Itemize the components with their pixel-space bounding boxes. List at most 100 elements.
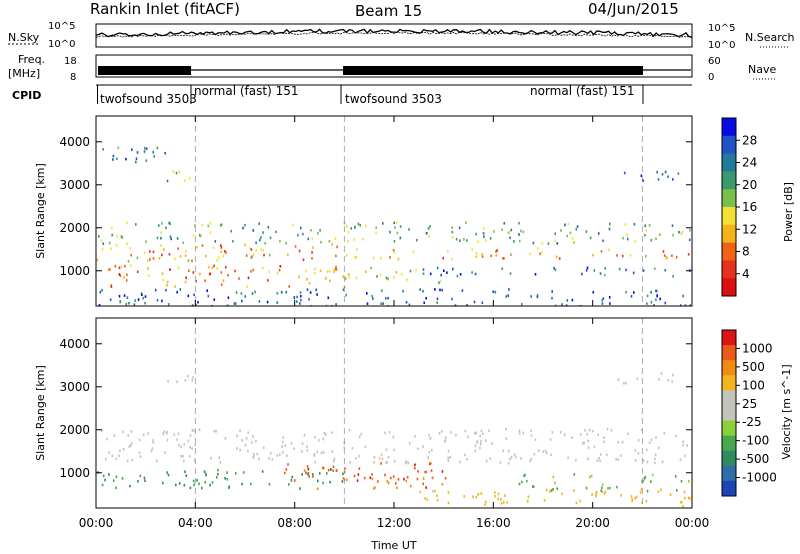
velocity-cell: [683, 490, 686, 494]
velocity-cell: [301, 473, 303, 476]
power-cell: [163, 248, 165, 251]
velocity-cell: [147, 432, 149, 435]
velocity-cell: [191, 429, 194, 432]
velocity-cell: [675, 434, 677, 438]
date-title: 04/Jun/2015: [588, 0, 679, 18]
power-cell: [176, 290, 178, 294]
power-cell: [466, 304, 468, 306]
velocity-cell: [436, 494, 438, 497]
power-cell: [333, 270, 335, 273]
power-cell: [379, 273, 382, 277]
velocity-cell: [131, 458, 133, 462]
velocity-cell: [198, 428, 201, 431]
power-cell: [160, 231, 162, 234]
power-cell: [408, 303, 411, 306]
power-cell: [121, 236, 124, 239]
power-cell: [657, 178, 660, 181]
velocity-cell: [635, 495, 638, 499]
power-cell: [664, 268, 667, 272]
power-cell: [502, 257, 504, 260]
velocity-cell: [104, 478, 106, 482]
velocity-cell: [680, 480, 683, 483]
velocity-cell: [644, 475, 647, 479]
power-cell: [400, 272, 403, 276]
velocity-cell: [680, 501, 682, 504]
power-cell: [493, 230, 495, 233]
velocity-cell: [573, 489, 575, 492]
power-cell: [389, 230, 391, 234]
power-cell: [325, 304, 328, 306]
power-cell: [263, 253, 265, 257]
velocity-cell: [250, 440, 253, 444]
power-cell: [143, 150, 146, 153]
power-cell: [311, 251, 313, 254]
velocity-cell: [616, 485, 618, 489]
power-cell: [279, 239, 281, 243]
x-tick-label: 04:00: [178, 516, 213, 530]
power-cell: [220, 223, 223, 226]
power-cell: [293, 295, 296, 299]
power-cell: [564, 223, 566, 227]
velocity-cell: [139, 474, 142, 478]
velocity-cell: [634, 459, 637, 462]
velocity-cell: [332, 469, 334, 472]
power-cell: [300, 226, 302, 230]
power-cell: [650, 238, 653, 242]
velocity-cbar-tick-label: 1000: [742, 341, 773, 355]
power-cell: [213, 298, 216, 301]
velocity-cell: [344, 467, 346, 470]
velocity-cell: [335, 469, 338, 472]
velocity-cell: [533, 453, 536, 456]
power-cbar-swatch: [722, 189, 736, 208]
freq-block-1: [98, 66, 191, 75]
power-cell: [689, 304, 691, 306]
power-cell: [166, 284, 168, 287]
power-cell: [227, 273, 229, 277]
velocity-cell: [621, 441, 624, 444]
velocity-cell: [441, 470, 444, 473]
velocity-cell: [403, 477, 405, 481]
velocity-cell: [589, 475, 591, 479]
velocity-cell: [414, 466, 416, 470]
velocity-cell: [194, 443, 196, 447]
velocity-cbar-tick-label: -100: [742, 434, 769, 448]
noise-left-tick-high: 10^5: [48, 21, 75, 32]
velocity-cell: [307, 467, 310, 471]
power-cbar-swatch: [722, 118, 736, 137]
velocity-cell: [167, 380, 169, 383]
velocity-cell: [279, 453, 281, 456]
power-cell: [625, 268, 627, 272]
velocity-cell: [686, 444, 688, 447]
velocity-cell: [138, 451, 141, 454]
power-cell: [302, 232, 304, 236]
power-cell: [329, 279, 331, 283]
velocity-cell: [476, 441, 478, 444]
velocity-cell: [342, 477, 345, 480]
power-cell: [632, 271, 635, 275]
velocity-cell: [590, 474, 593, 478]
velocity-cbar-swatch: [722, 390, 736, 406]
power-cell: [226, 304, 229, 306]
power-cell: [152, 257, 155, 260]
velocity-cell: [414, 435, 416, 438]
power-cell: [168, 253, 171, 256]
velocity-cell: [130, 430, 133, 433]
velocity-cell: [479, 434, 481, 438]
power-cell: [298, 249, 301, 253]
nave-tick-high: 60: [708, 56, 721, 67]
power-cell: [299, 302, 301, 305]
y-tick-label: 2000: [59, 221, 90, 235]
power-cell: [314, 267, 316, 271]
power-cell: [258, 300, 261, 303]
power-cbar-tick-label: 20: [742, 178, 757, 192]
velocity-cell: [384, 431, 386, 435]
power-cell: [602, 297, 605, 300]
velocity-cell: [241, 439, 243, 442]
velocity-cell: [650, 438, 653, 442]
power-cell: [310, 229, 312, 232]
power-cell: [427, 227, 430, 230]
power-cell: [648, 224, 651, 227]
velocity-data-cells: [97, 318, 692, 508]
velocity-cell: [661, 460, 664, 464]
power-cell: [393, 221, 395, 225]
